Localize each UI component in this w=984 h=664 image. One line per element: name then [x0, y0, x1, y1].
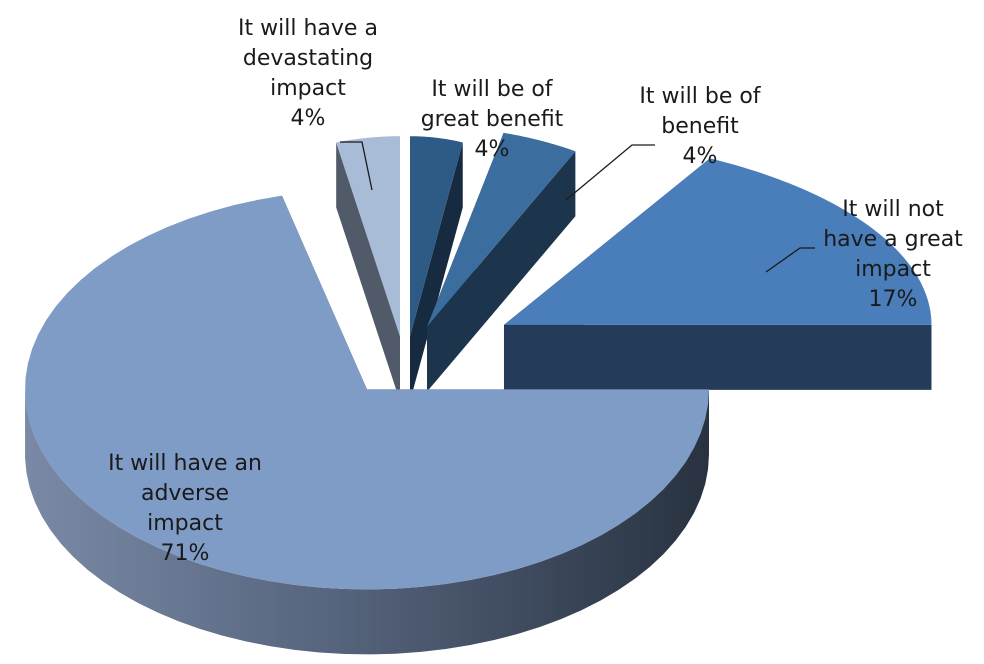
slice-top-face [503, 158, 932, 325]
slice-side-wall [336, 142, 400, 402]
slice-label: It will have an adverse impact [108, 451, 262, 536]
slice-label: It will be of great benefit [421, 77, 564, 132]
leader-line [765, 247, 815, 273]
leader-lines [340, 141, 815, 273]
slice-value-label: 4% [683, 144, 718, 169]
slice-top-face [336, 136, 400, 337]
pie-slices [25, 132, 932, 655]
slice-side-wall [427, 151, 576, 392]
slice-value-label: 4% [291, 106, 326, 131]
leader-line [340, 141, 373, 191]
slice-side-wall [503, 324, 932, 390]
slice-labels: It will be of great benefit 4% It will be o… [108, 16, 963, 566]
pie-slice [336, 136, 400, 402]
leader-line [565, 144, 655, 201]
slice-label: It will have a devastating impact [238, 16, 378, 101]
slice-top-face [25, 195, 709, 590]
slice-value-label: 71% [161, 541, 210, 566]
slice-label: It will be of benefit [639, 84, 761, 139]
pie-slice [25, 195, 709, 655]
slice-value-label: 17% [869, 287, 918, 312]
pie-slice [410, 136, 463, 402]
pie-slice [503, 158, 932, 390]
slice-top-face [427, 132, 576, 327]
slice-side-wall [410, 142, 463, 402]
slice-label: It will not have a great impact [823, 197, 963, 282]
pie-slice [427, 132, 576, 392]
slice-outer-side [25, 389, 709, 655]
slice-value-label: 4% [475, 137, 510, 162]
slice-top-face [410, 136, 463, 337]
